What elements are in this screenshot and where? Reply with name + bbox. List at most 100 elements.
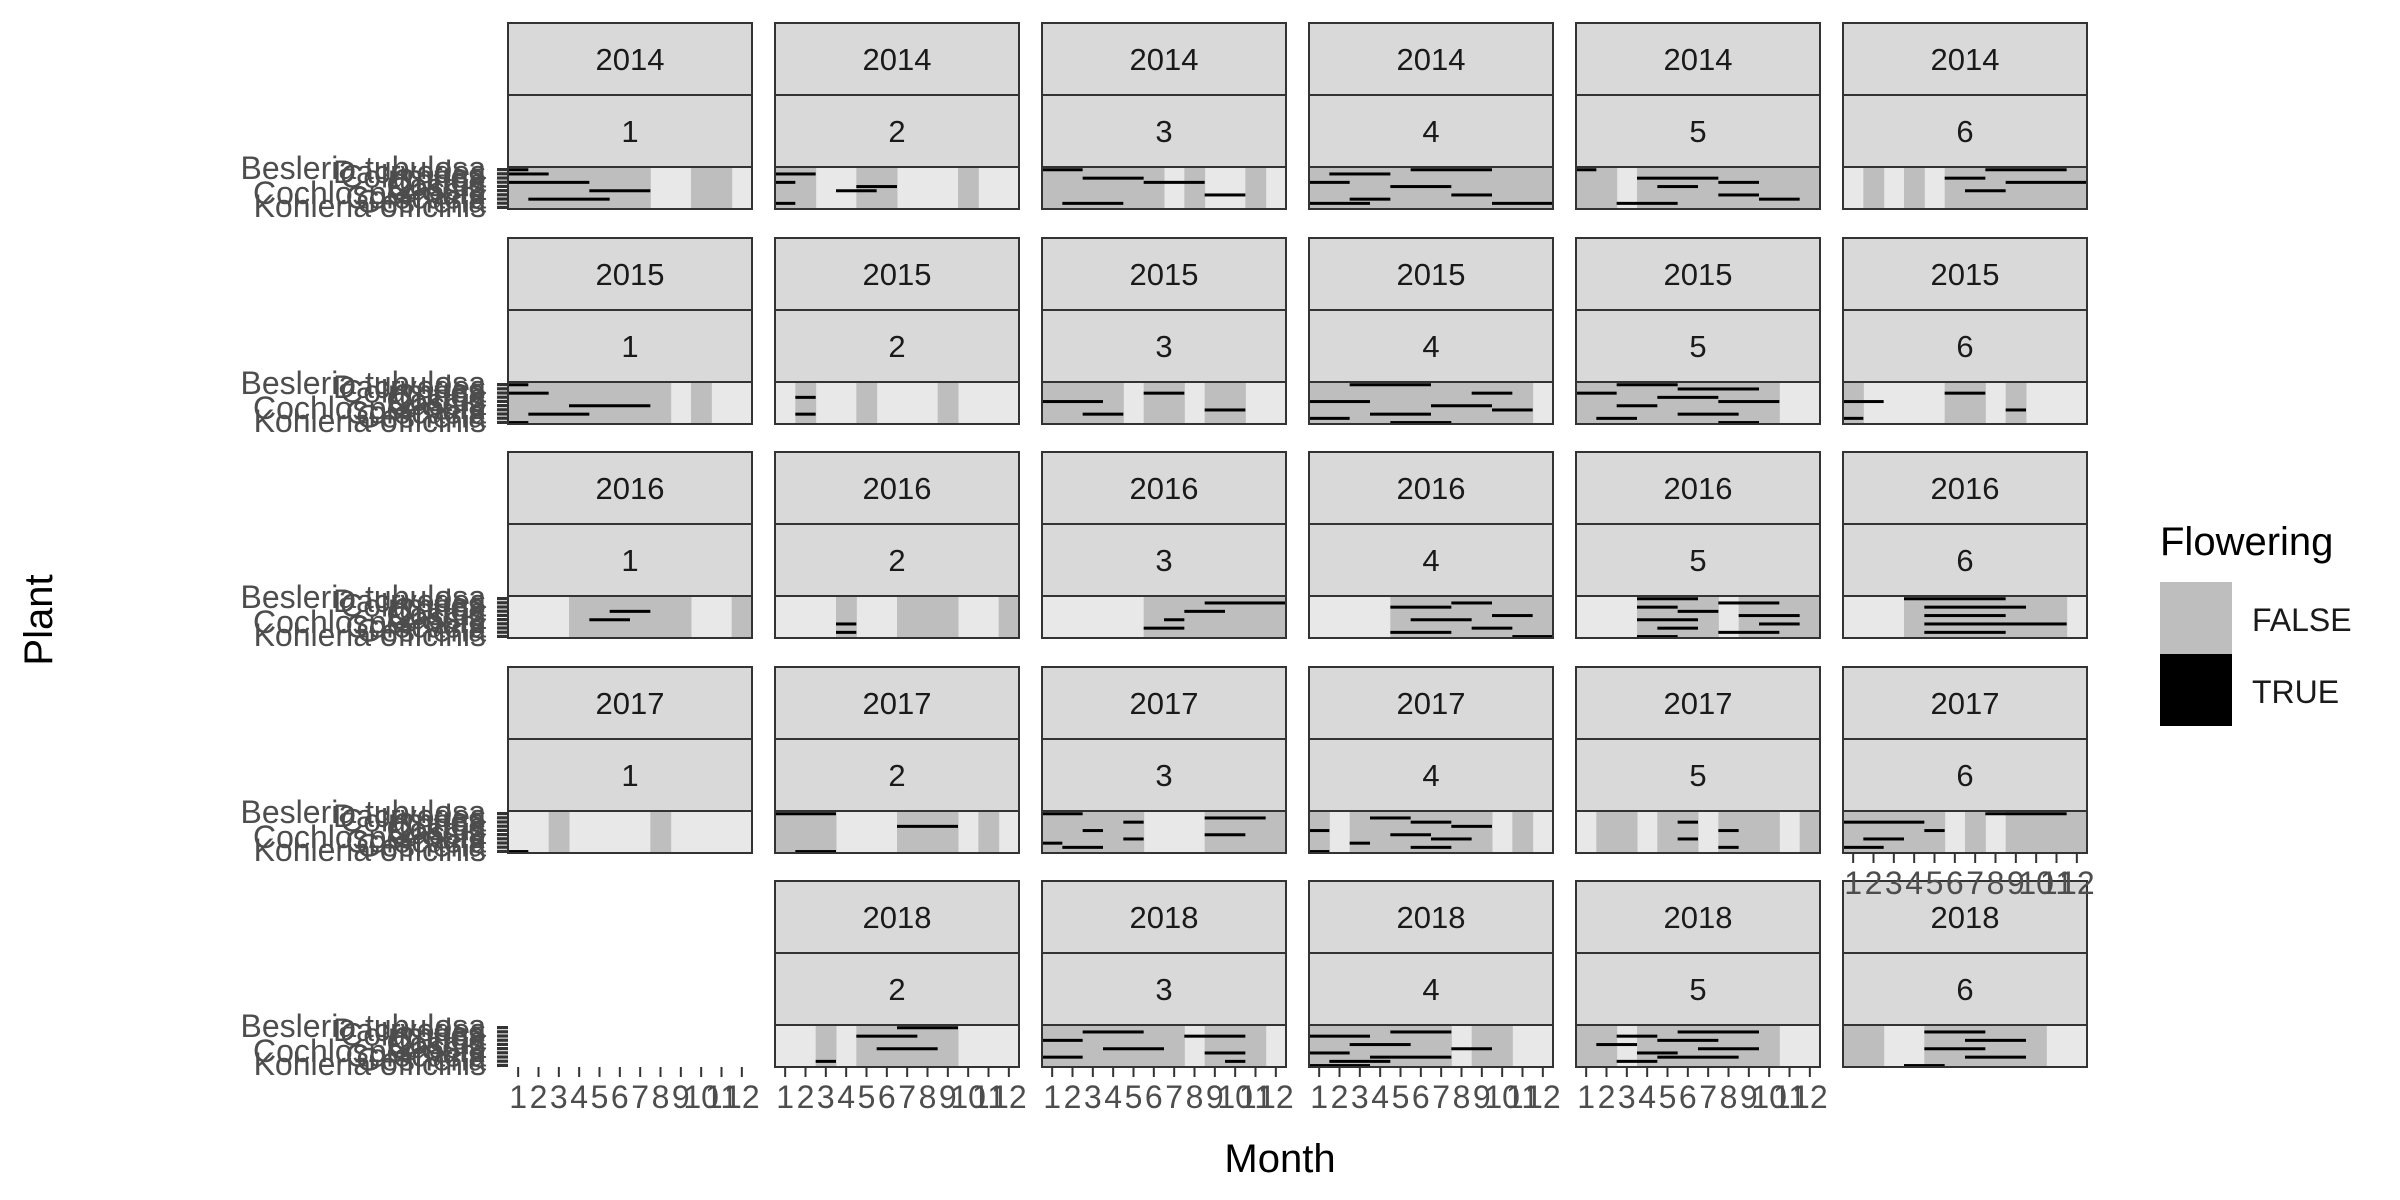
y-tick — [497, 837, 508, 841]
month-cell-false — [2005, 1025, 2027, 1067]
flowering-bar — [1431, 404, 1492, 408]
month-cell-false — [1265, 811, 1287, 853]
month-cell-false — [1471, 382, 1493, 424]
strip-year-label: 2017 — [1664, 686, 1733, 721]
month-cell-false — [630, 382, 651, 424]
flowering-bar — [1657, 395, 1719, 399]
strip-year — [1041, 880, 1287, 954]
month-tick-label: 9 — [1473, 1079, 1491, 1115]
month-cell-false — [1204, 811, 1226, 853]
plant-tick-label: Dacryodes — [333, 798, 486, 834]
panel-2014-3: 2014 3 — [1041, 22, 1287, 210]
flowering-bar — [1616, 1034, 1658, 1038]
plant-tick-label: Columnea — [340, 158, 486, 194]
flowering-bar — [1309, 180, 1350, 184]
month-tick-label: 6 — [1946, 865, 1964, 901]
month-tick-label: 11 — [972, 1079, 1005, 1115]
flowering-bar — [1677, 412, 1739, 416]
month-cell-false — [897, 1025, 918, 1067]
panel-2018-4: 2018 4 — [1308, 880, 1554, 1068]
panel-border — [1041, 1024, 1287, 1068]
strip-group — [1041, 94, 1287, 168]
plant-tick-label: Kohleria officinis — [254, 188, 486, 224]
flowering-bar — [1143, 391, 1185, 395]
month-tick-label: 1 — [509, 1079, 527, 1115]
flowering-bar — [1637, 635, 1678, 639]
strip-year-label: 2017 — [1931, 686, 2000, 721]
flowering-bar — [1616, 201, 1678, 205]
month-tick-label: 8 — [1186, 1079, 1204, 1115]
month-tick-label: 4 — [837, 1079, 855, 1115]
month-cell-false — [775, 811, 796, 853]
strip-group-label: 6 — [1956, 972, 1973, 1007]
flowering-bar — [1390, 1030, 1452, 1034]
y-tick — [497, 605, 508, 609]
flowering-bar — [1309, 1064, 1370, 1068]
month-cell-false — [589, 167, 611, 209]
month-cell-false — [1904, 811, 1925, 853]
flowering-bar — [1657, 1038, 1719, 1042]
flowering-bar — [1390, 605, 1452, 609]
strip-year — [1842, 22, 2088, 96]
y-tick — [497, 395, 508, 399]
strip-year-label: 2016 — [863, 471, 932, 506]
strip-group-label: 5 — [1689, 972, 1706, 1007]
month-cell-false — [1492, 382, 1513, 424]
flowering-bar — [1924, 630, 2006, 634]
month-cell-false — [650, 382, 672, 424]
panel-border — [1308, 166, 1554, 210]
panel-border — [1308, 381, 1554, 425]
x-axis-title: Month — [1224, 1137, 1335, 1181]
month-tick-label: 9 — [1740, 1079, 1758, 1115]
month-cell-false — [528, 382, 550, 424]
month-tick-label: 5 — [1659, 1079, 1677, 1115]
month-cell-false — [1471, 167, 1493, 209]
flowering-bar — [1410, 618, 1472, 622]
month-cell-false — [937, 382, 959, 424]
strip-group-label: 3 — [1155, 758, 1172, 793]
month-cell-false — [958, 167, 979, 209]
month-cell-false — [731, 596, 753, 638]
plant-tick-label: Besleria tubulosa — [241, 1008, 487, 1044]
strip-year — [1041, 22, 1287, 96]
flowering-bar — [1718, 829, 1739, 833]
month-cell-false — [2026, 167, 2047, 209]
flowering-bar — [508, 421, 529, 425]
strip-year — [1575, 666, 1821, 740]
flowering-bar — [1103, 1047, 1164, 1051]
panel-2014-6: 2014 6 — [1842, 22, 2088, 210]
month-cell-false — [630, 167, 651, 209]
strip-group — [1041, 738, 1287, 812]
month-tick-label: 9 — [2007, 865, 2025, 901]
panel-border — [1308, 1024, 1554, 1068]
plant-tick-label: Cochlospermum — [253, 175, 486, 211]
month-tick-label: 10 — [1751, 1079, 1787, 1115]
month-cell-false — [1204, 1025, 1226, 1067]
month-cell-false — [1184, 596, 1206, 638]
month-cell-false — [2046, 167, 2068, 209]
strip-group — [1842, 523, 2088, 597]
legend-title: Flowering — [2160, 520, 2333, 564]
panel-2015-4: 2015 4 — [1308, 237, 1554, 425]
month-cell-false — [815, 1025, 837, 1067]
y-tick — [497, 383, 508, 387]
month-cell-false — [1759, 167, 1780, 209]
month-tick-label: 9 — [672, 1079, 690, 1115]
month-cell-false — [589, 596, 611, 638]
month-cell-false — [1863, 1025, 1885, 1067]
month-tick-label: 3 — [1618, 1079, 1636, 1115]
plant-tick-label: Gesneria — [356, 613, 486, 649]
panel-border — [1575, 381, 1821, 425]
strip-year — [507, 666, 753, 740]
month-cell-false — [1451, 596, 1473, 638]
month-cell-false — [1759, 1025, 1780, 1067]
month-tick-label: 12 — [991, 1079, 1027, 1115]
month-tick-label: 8 — [1987, 865, 2005, 901]
month-cell-false — [1738, 811, 1760, 853]
month-cell-false — [691, 382, 712, 424]
strip-year — [1575, 22, 1821, 96]
month-tick-label: 1 — [1043, 1079, 1061, 1115]
panel-background — [508, 811, 752, 853]
strip-year — [1041, 666, 1287, 740]
flowering-bar — [1349, 841, 1370, 845]
